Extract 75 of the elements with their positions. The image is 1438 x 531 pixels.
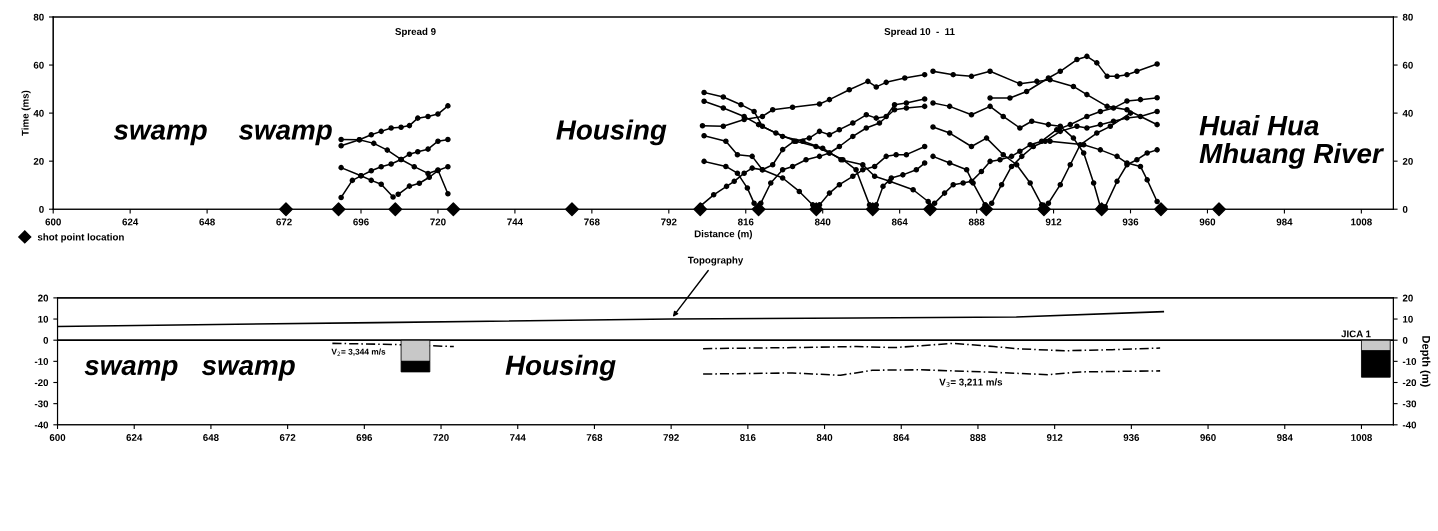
y2-tick-label: 20 — [1402, 294, 1413, 302]
annotation: Topography — [687, 256, 744, 266]
y2-tick-label: 10 — [1403, 315, 1413, 323]
y-tick-label: 20 — [38, 294, 49, 302]
annotation: swamp swamp — [84, 359, 295, 381]
x-tick-label: 600 — [49, 434, 66, 441]
x-tick-label: 816 — [737, 218, 754, 226]
x-tick-label: 840 — [814, 218, 831, 226]
x-tick-label: 816 — [740, 434, 756, 441]
x-tick-label: 864 — [893, 434, 910, 441]
y2-tick-label: 40 — [1402, 109, 1413, 117]
y-tick-label: 60 — [33, 61, 44, 69]
y-tick-label: 80 — [33, 13, 44, 21]
x-tick-label: 984 — [1276, 218, 1293, 226]
y2-tick-label: 20 — [1402, 157, 1413, 165]
y-tick-label: 40 — [33, 109, 44, 117]
x-tick-label: 720 — [433, 434, 449, 441]
y-tick-label: -30 — [34, 400, 49, 408]
y-tick-label: -20 — [34, 379, 49, 387]
y2-tick-label: -10 — [1402, 358, 1417, 365]
legend-label: shot point location — [37, 233, 124, 243]
x-tick-label: 768 — [584, 218, 600, 226]
y-tick-label: -10 — [34, 358, 49, 365]
x-tick-label: 888 — [970, 434, 986, 441]
x-tick-label: 768 — [586, 434, 603, 441]
x-tick-label: 744 — [510, 434, 526, 441]
x-tick-label: 600 — [45, 218, 61, 226]
x-tick-label: 912 — [1045, 218, 1062, 226]
annotation: swamp swamp — [113, 124, 332, 146]
y-tick-label: 10 — [38, 315, 49, 323]
y2-tick-label: 60 — [1402, 61, 1413, 69]
y-tick-label: 0 — [39, 205, 44, 213]
annotation: Housing — [556, 119, 667, 146]
x-tick-label: 864 — [891, 218, 908, 226]
x-tick-label: 792 — [661, 218, 677, 226]
x-tick-label: 960 — [1199, 218, 1216, 226]
x-tick-label: 648 — [199, 218, 215, 226]
x-tick-label: 888 — [968, 218, 985, 226]
x-tick-label: 984 — [1276, 434, 1293, 441]
x-tick-label: 840 — [816, 434, 833, 441]
y-tick-label: -40 — [34, 421, 49, 429]
annotation: V$_{2}$= 3,344 m/s — [331, 348, 386, 356]
x-axis-title: Distance (m) — [694, 230, 753, 240]
x-tick-label: 792 — [663, 434, 679, 441]
x-tick-label: 672 — [279, 434, 296, 441]
annotation: Spread 9 — [395, 27, 436, 37]
x-tick-label: 744 — [507, 218, 523, 226]
x-tick-label: 672 — [276, 218, 292, 226]
x-tick-label: 624 — [126, 434, 143, 441]
y-tick-label: 0 — [43, 336, 49, 344]
annotation: Housing — [505, 354, 616, 381]
x-tick-label: 696 — [353, 218, 369, 226]
x-tick-label: 912 — [1046, 434, 1063, 441]
x-tick-label: 936 — [1123, 434, 1140, 441]
x-tick-label: 1008 — [1351, 434, 1372, 441]
y2-tick-label: -30 — [1402, 400, 1417, 408]
annotation: JICA 1 — [1341, 330, 1371, 338]
annotation: Spread 10 - 11 — [884, 27, 955, 37]
y-tick-label: 20 — [33, 157, 44, 165]
annotation: V$_{3}$= 3,211 m/s — [939, 378, 1003, 388]
y2-axis-title: Depth (m) — [1420, 336, 1431, 387]
x-tick-label: 696 — [356, 434, 373, 441]
y2-tick-label: 0 — [1402, 336, 1408, 344]
y2-tick-label: -40 — [1402, 421, 1417, 429]
x-tick-label: 1008 — [1351, 218, 1372, 226]
x-tick-label: 936 — [1122, 218, 1139, 226]
y-axis-title: Time (ms) — [21, 90, 31, 136]
x-tick-label: 624 — [122, 218, 139, 226]
y2-tick-label: -20 — [1402, 379, 1417, 387]
annotation: Huai Hua Mhuang River — [1199, 115, 1385, 169]
y2-tick-label: 0 — [1402, 205, 1408, 213]
x-tick-label: 720 — [430, 218, 446, 226]
x-tick-label: 960 — [1200, 434, 1216, 441]
y2-tick-label: 80 — [1402, 13, 1413, 21]
x-tick-label: 648 — [203, 434, 219, 441]
